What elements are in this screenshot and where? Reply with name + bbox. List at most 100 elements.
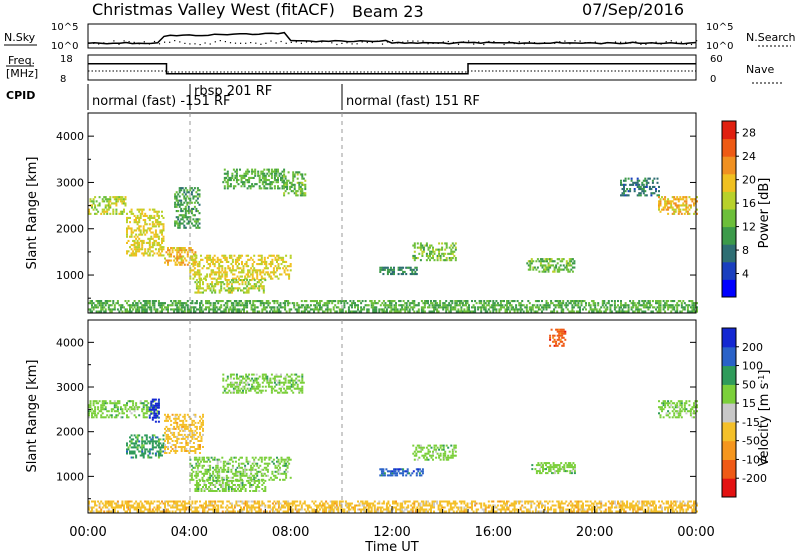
echo-cell: [446, 308, 449, 311]
echo-cell: [662, 306, 665, 309]
echo-cell: [418, 450, 421, 453]
echo-cell: [101, 200, 104, 203]
echo-cell: [606, 308, 609, 311]
echo-cell: [267, 179, 270, 182]
echo-cell: [423, 304, 426, 307]
echo-cell: [251, 269, 254, 272]
echo-cell: [286, 470, 289, 473]
echo-cell: [266, 377, 269, 380]
echo-cell: [264, 488, 267, 490]
echo-cell: [693, 204, 695, 207]
echo-cell: [173, 427, 176, 430]
echo-cell: [550, 258, 553, 261]
echo-cell: [429, 246, 431, 249]
echo-cell: [547, 264, 550, 267]
echo-cell: [190, 474, 193, 477]
echo-cell: [252, 381, 255, 384]
echo-cell: [237, 387, 240, 390]
echo-cell: [582, 300, 584, 303]
echo-cell: [248, 179, 251, 182]
echo-cell: [173, 450, 176, 452]
echo-cell: [268, 306, 271, 309]
echo-cell: [204, 472, 207, 475]
echo-cell: [224, 482, 227, 484]
echo-cell: [225, 271, 228, 274]
echo-cell: [154, 436, 157, 439]
noise-right-label: N.Search: [746, 31, 796, 44]
echo-cell: [126, 416, 128, 419]
echo-cell: [174, 257, 177, 260]
echo-cell: [275, 181, 278, 184]
echo-cell: [129, 235, 131, 238]
echo-cell: [400, 273, 403, 276]
echo-cell: [139, 302, 142, 305]
echo-cell: [253, 479, 256, 482]
echo-cell: [195, 479, 198, 482]
echo-cell: [422, 248, 425, 251]
echo-cell: [444, 450, 447, 453]
echo-cell: [231, 383, 234, 386]
echo-cell: [206, 287, 209, 290]
echo-cell: [425, 452, 428, 455]
echo-cell: [189, 440, 192, 442]
echo-cell: [219, 260, 222, 263]
echo-cell: [206, 468, 209, 471]
echo-cell: [432, 248, 434, 251]
echo-cell: [183, 310, 186, 313]
echo-cell: [148, 408, 151, 411]
echo-cell: [639, 308, 642, 311]
echo-cell: [198, 263, 201, 266]
echo-cell: [337, 300, 340, 303]
echo-cell: [138, 306, 141, 309]
noise-search-dot: [518, 41, 520, 43]
echo-cell: [252, 308, 255, 311]
noise-panel-frame: [87, 23, 697, 49]
echo-cell: [110, 304, 113, 307]
echo-cell: [190, 222, 193, 225]
echo-cell: [215, 476, 218, 479]
echo-cell: [204, 468, 207, 471]
echo-cell: [287, 171, 290, 174]
echo-cell: [142, 404, 145, 407]
echo-cell: [534, 306, 537, 309]
echo-cell: [546, 472, 549, 475]
echo-cell: [254, 170, 257, 173]
echo-cell: [545, 308, 548, 311]
echo-cell: [186, 433, 189, 436]
echo-cell: [453, 250, 456, 253]
echo-cell: [357, 308, 359, 311]
echo-cell: [269, 271, 272, 274]
echo-cell: [319, 304, 321, 307]
echo-cell: [154, 402, 157, 405]
echo-cell: [121, 408, 124, 411]
echo-cell: [186, 306, 189, 309]
echo-cell: [121, 412, 124, 415]
echo-cell: [126, 308, 128, 311]
echo-cell: [253, 283, 256, 286]
echo-cell: [273, 379, 276, 382]
echo-cell: [674, 210, 677, 213]
echo-cell: [696, 196, 698, 199]
echo-cell: [193, 458, 196, 461]
echo-cell: [518, 308, 521, 311]
echo-cell: [433, 304, 435, 307]
echo-cell: [279, 462, 281, 465]
echo-cell: [234, 185, 237, 188]
echo-cell: [278, 308, 280, 311]
echo-cell: [441, 248, 444, 251]
echo-cell: [162, 248, 165, 251]
echo-cell: [141, 436, 144, 439]
echo-cell: [179, 419, 182, 422]
noise-search-dot: [285, 42, 287, 44]
echo-cell: [202, 291, 204, 294]
echo-cell: [682, 306, 685, 309]
echo-cell: [237, 302, 239, 305]
echo-cell: [222, 379, 225, 382]
echo-cell: [440, 306, 443, 309]
echo-cell: [267, 174, 270, 177]
echo-cell: [280, 373, 282, 376]
echo-cell: [196, 197, 199, 200]
echo-cell: [201, 478, 204, 481]
echo-cell: [691, 198, 694, 201]
echo-cell: [161, 304, 163, 307]
